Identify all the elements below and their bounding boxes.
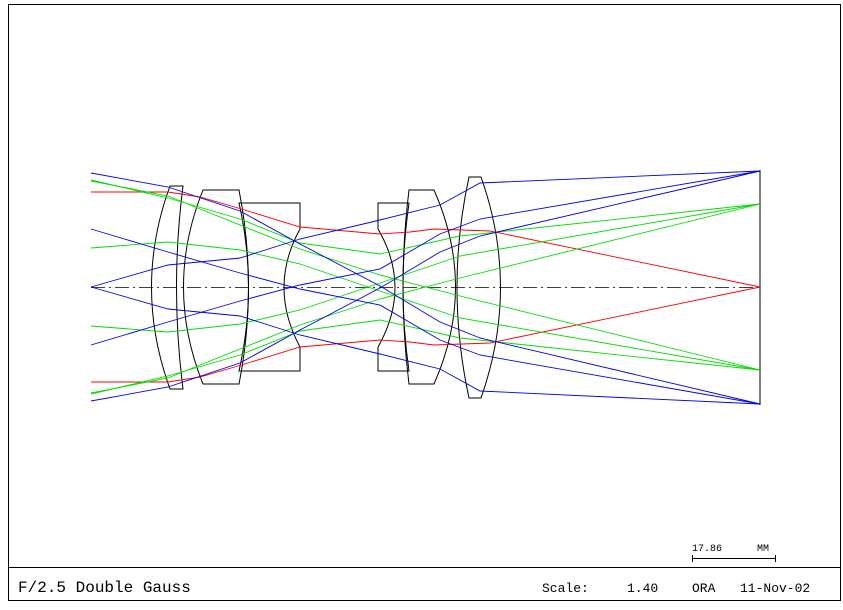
ray-mid-field-top-lower	[90, 203, 761, 333]
ray-on-axis-upper	[91, 191, 761, 288]
scale-bar-unit: MM	[757, 544, 769, 555]
drawing-title: F/2.5 Double Gauss	[18, 579, 191, 597]
ray-bundle-full-field	[90, 170, 761, 405]
ray-mid-field-chief	[90, 241, 761, 371]
drawing-border	[8, 4, 841, 601]
lens-element-1	[151, 185, 184, 390]
ray-mid-field-top	[90, 180, 761, 371]
ray-full-field-chief-lower	[90, 170, 761, 346]
drawing-date: 11-Nov-02	[740, 581, 810, 596]
lens-element-6	[456, 176, 501, 399]
ray-full-field-bottom	[90, 170, 761, 288]
ray-full-field-top-lower	[90, 170, 761, 402]
ray-mid-field-bottom	[90, 319, 761, 395]
ray-mid-field-bottom-lower	[90, 179, 761, 255]
ray-on-axis-lower	[91, 286, 761, 383]
scale-bar-value: 17.86	[692, 544, 722, 555]
ray-full-field-bottom-lower	[90, 286, 761, 405]
lens-group	[151, 176, 501, 399]
scale-label: Scale:	[542, 581, 589, 596]
ray-mid-field-chief-lower	[90, 203, 761, 394]
vendor-label: ORA	[692, 581, 716, 596]
scale-value: 1.40	[627, 581, 658, 596]
title-block: F/2.5 Double Gauss Scale: 1.40 ORA 11-No…	[18, 579, 810, 597]
lens-element-5	[402, 189, 456, 385]
scale-bar: 17.86 MM	[692, 544, 776, 562]
lens-element-3	[238, 202, 301, 372]
ray-bundle-mid-field	[90, 179, 761, 395]
ray-full-field-chief	[90, 228, 761, 405]
lens-element-2	[183, 189, 249, 385]
ray-bundle-on-axis	[91, 191, 761, 383]
lens-element-4	[377, 202, 410, 372]
ray-full-field-top	[90, 172, 761, 405]
